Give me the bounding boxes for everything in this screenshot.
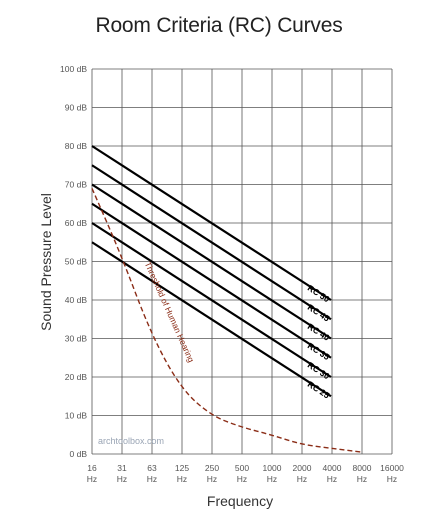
y-tick-label: 50 dB <box>65 257 88 267</box>
rc-label: RC 30 <box>306 360 332 382</box>
x-tick-unit: Hz <box>207 474 217 484</box>
y-tick-label: 60 dB <box>65 218 88 228</box>
rc-line <box>91 145 332 301</box>
x-tick-unit: Hz <box>87 474 97 484</box>
series-lines <box>91 145 362 453</box>
y-tick-label: 0 dB <box>70 449 88 459</box>
y-tick-label: 80 dB <box>65 141 88 151</box>
rc-label: RC 40 <box>306 321 332 343</box>
x-tick-label: 4000 <box>323 463 342 473</box>
x-tick-label: 31 <box>117 463 127 473</box>
rc-line <box>91 222 332 378</box>
y-tick-label: 70 dB <box>65 180 88 190</box>
threshold-label: Threshold of Human Hearing <box>143 260 197 364</box>
y-tick-label: 10 dB <box>65 411 88 421</box>
x-tick-label: 125 <box>175 463 189 473</box>
x-tick-label: 250 <box>205 463 219 473</box>
y-tick-label: 30 dB <box>65 334 88 344</box>
x-tick-unit: Hz <box>297 474 307 484</box>
x-tick-label: 2000 <box>293 463 312 473</box>
x-tick-unit: Hz <box>267 474 277 484</box>
x-tick-unit: Hz <box>237 474 247 484</box>
x-tick-label: 500 <box>235 463 249 473</box>
rc-line <box>91 164 332 321</box>
y-tick-label: 100 dB <box>60 64 87 74</box>
x-tick-unit: Hz <box>357 474 367 484</box>
x-tick-unit: Hz <box>147 474 157 484</box>
rc-line <box>91 183 332 340</box>
x-tick-label: 63 <box>147 463 157 473</box>
y-tick-labels: 0 dB 10 dB 20 dB 30 dB 40 dB 50 dB 60 dB 70 dB 8… <box>60 64 87 459</box>
x-tick-unit: Hz <box>387 474 397 484</box>
y-tick-label: 20 dB <box>65 372 88 382</box>
y-tick-label: 40 dB <box>65 295 88 305</box>
rc-label: RC 35 <box>306 340 332 362</box>
x-tick-label: 16 <box>87 463 97 473</box>
rc-line <box>91 202 332 359</box>
rc-label: RC 25 <box>306 379 332 401</box>
watermark: archtoolbox.com <box>98 436 165 446</box>
x-axis-label: Frequency <box>206 493 274 509</box>
rc-label: RC 45 <box>306 302 332 324</box>
x-tick-unit: Hz <box>327 474 337 484</box>
x-tick-label: 16000 <box>380 463 404 473</box>
y-tick-label: 90 dB <box>65 103 88 113</box>
x-tick-unit: Hz <box>177 474 187 484</box>
rc-line <box>91 241 332 398</box>
x-tick-labels: 16Hz31Hz63Hz125Hz250Hz500Hz1000Hz2000Hz4… <box>87 463 404 484</box>
rc-label: RC 50 <box>306 283 332 305</box>
x-tick-label: 8000 <box>353 463 372 473</box>
grid <box>91 68 393 455</box>
x-tick-label: 1000 <box>263 463 282 473</box>
threshold-curve <box>91 188 362 453</box>
x-tick-unit: Hz <box>117 474 127 484</box>
chart-title: Room Criteria (RC) Curves <box>95 14 343 37</box>
